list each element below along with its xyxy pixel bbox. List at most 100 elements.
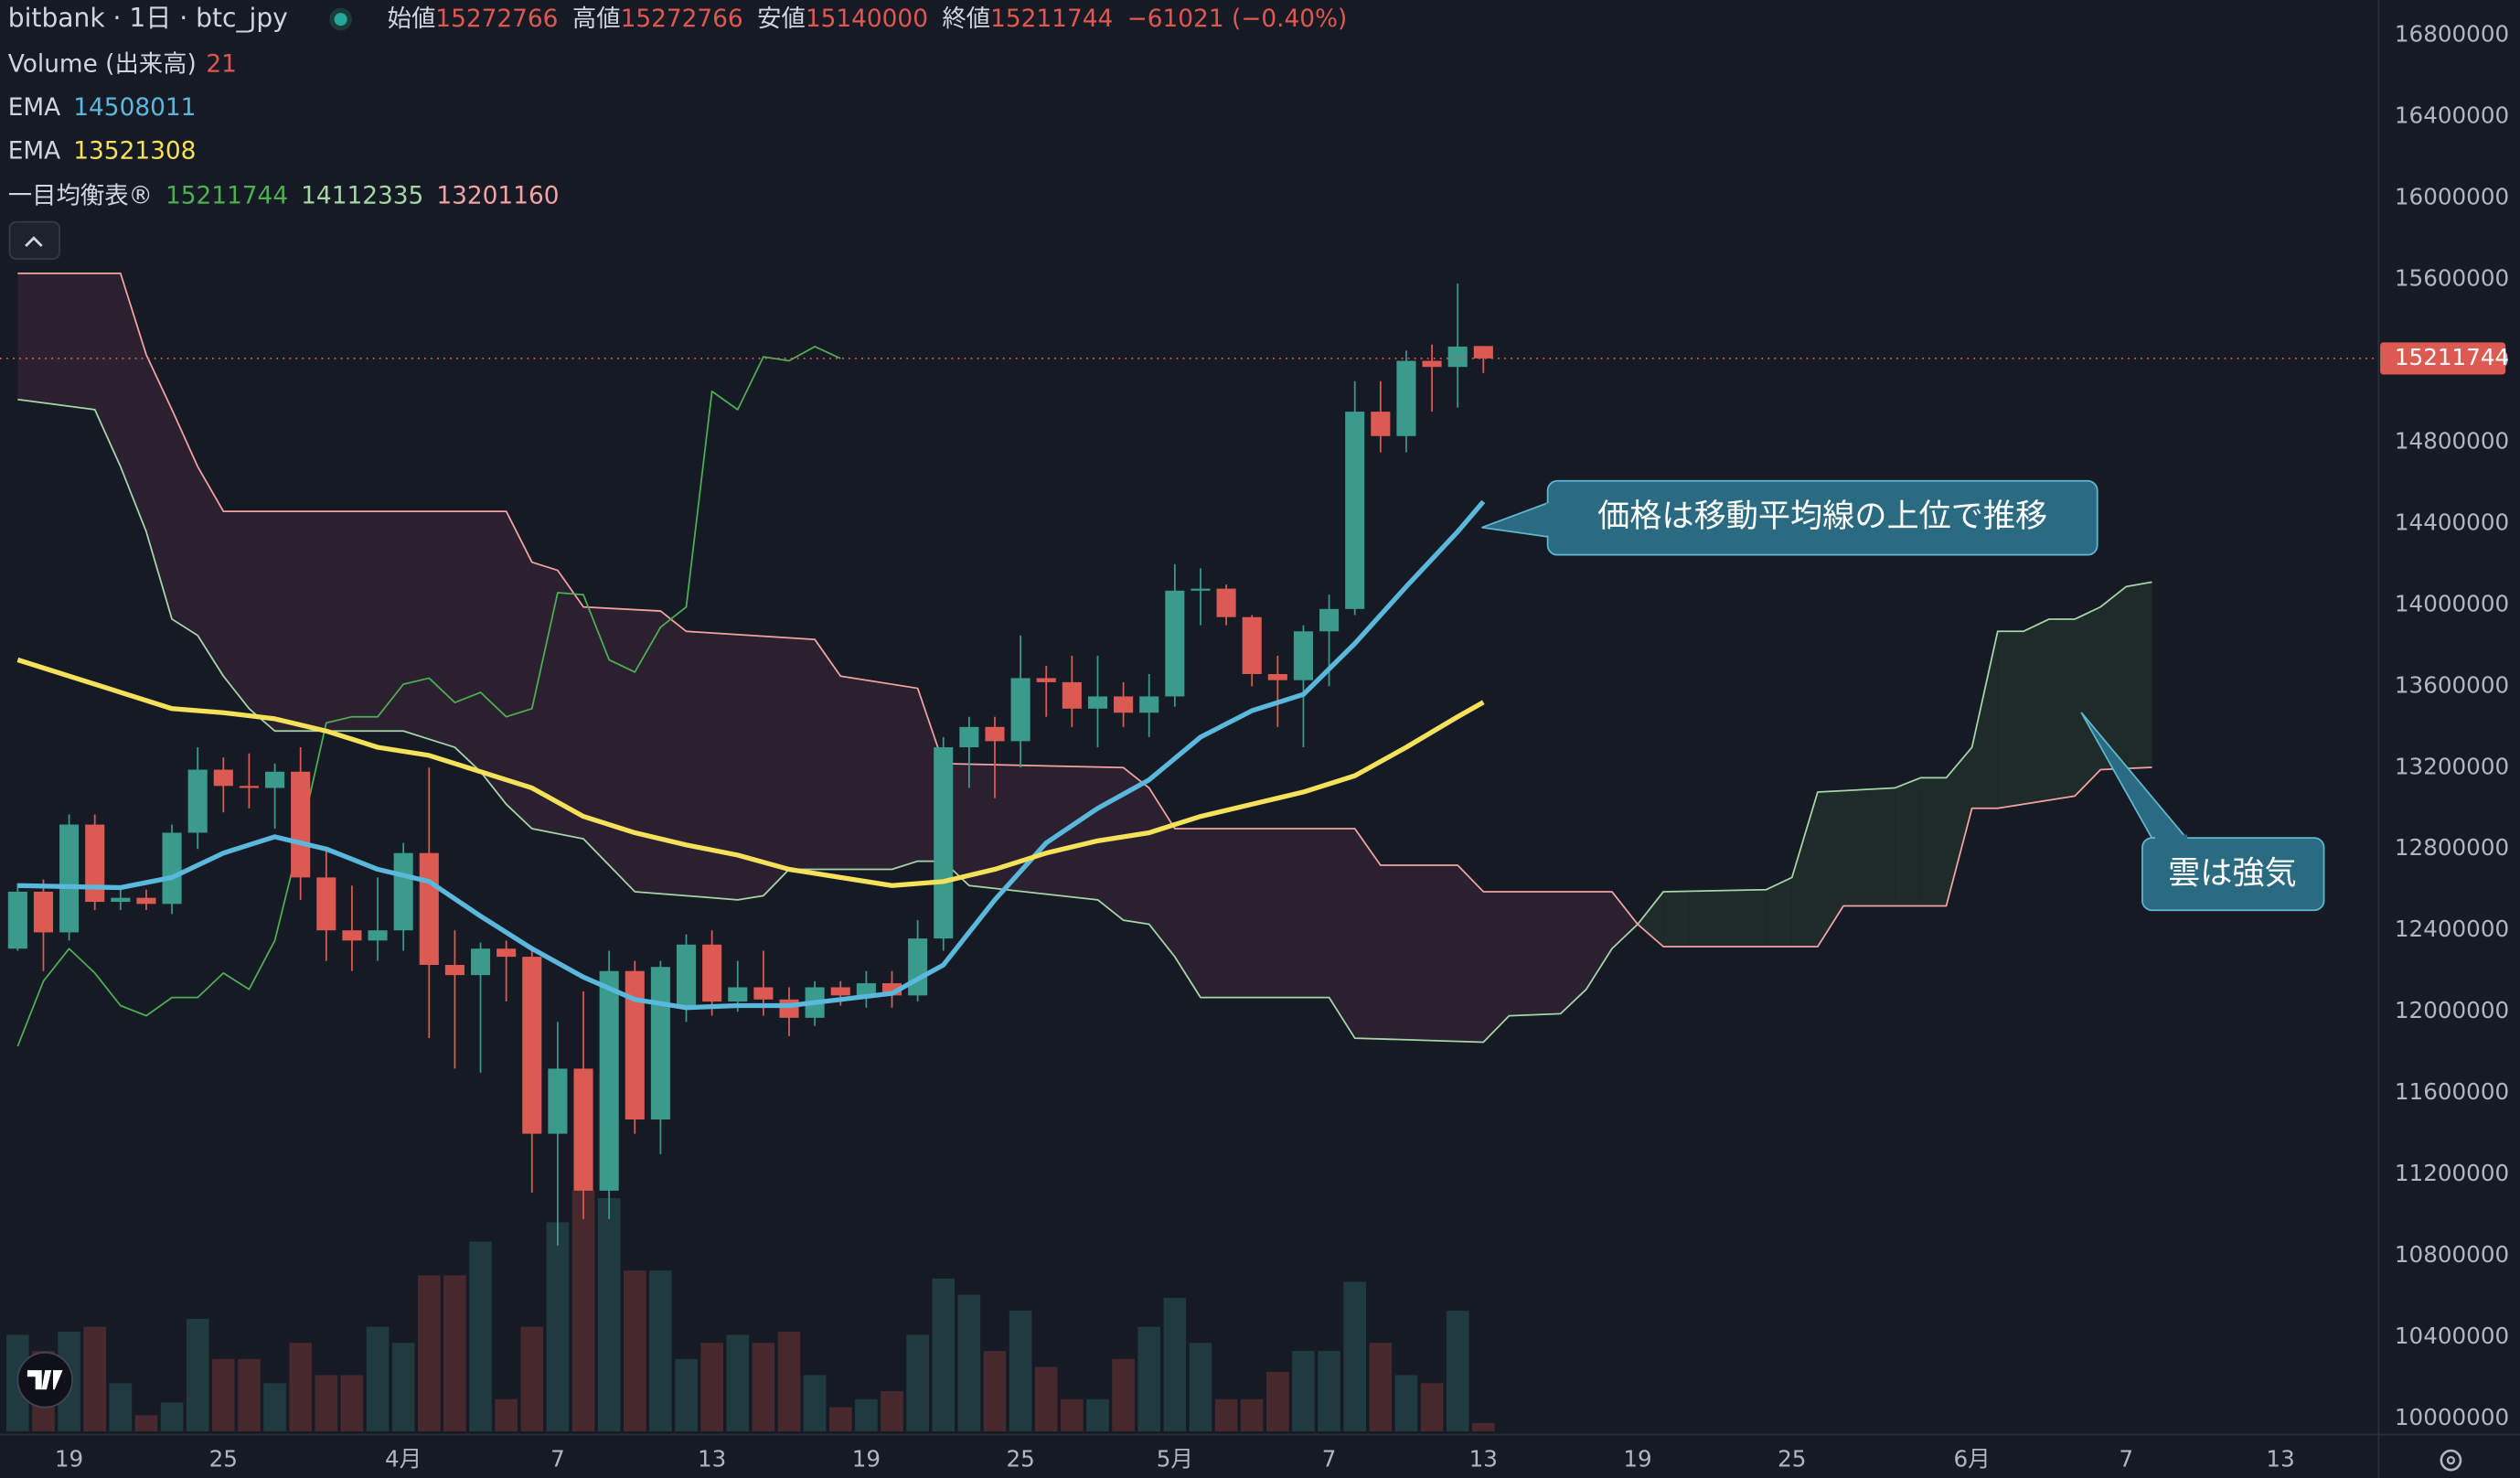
legend-ichimoku[interactable]: 一目均衡表® 15211744 14112335 13201160 xyxy=(8,182,560,209)
volume-bar xyxy=(957,1294,981,1432)
candle-body xyxy=(291,771,311,878)
volume-bar xyxy=(289,1343,312,1432)
tv-logo[interactable] xyxy=(16,1351,73,1408)
volume-bar xyxy=(1240,1398,1264,1432)
volume-bar xyxy=(1137,1326,1161,1432)
cloud-fill xyxy=(223,511,250,709)
cloud-fill xyxy=(1895,777,1921,906)
settings-icon[interactable] xyxy=(2440,1449,2462,1472)
cloud-fill xyxy=(531,562,558,834)
cloud-fill xyxy=(1277,829,1304,998)
cloud-fill xyxy=(1971,631,1998,809)
cloud-fill xyxy=(737,634,763,900)
cloud-fill xyxy=(660,611,687,896)
cloud-fill xyxy=(1123,767,1149,925)
candle-body xyxy=(1216,588,1236,617)
volume-bar xyxy=(186,1318,209,1432)
callout-join xyxy=(2155,834,2188,843)
cloud-fill xyxy=(120,273,146,532)
cloud-fill xyxy=(1997,631,2023,809)
volume-bar xyxy=(752,1343,775,1432)
y-tick-label: 12000000 xyxy=(2395,997,2509,1023)
ohlc-value: 15272766 xyxy=(435,5,558,33)
cloud-fill xyxy=(635,609,661,894)
cloud-fill xyxy=(198,466,224,677)
cloud-fill xyxy=(1252,829,1278,998)
y-tick-label: 14000000 xyxy=(2395,590,2509,616)
candle-body xyxy=(1447,346,1468,368)
cloud-fill xyxy=(43,273,69,407)
cloud-fill xyxy=(789,637,816,870)
volume-bar xyxy=(932,1278,956,1432)
y-tick-label: 12800000 xyxy=(2395,834,2509,861)
candle-body xyxy=(1396,360,1416,436)
cloud-fill xyxy=(763,636,790,896)
volume-bar xyxy=(1112,1358,1135,1432)
cloud-fill xyxy=(1817,790,1844,947)
volume-bar xyxy=(520,1326,544,1432)
cloud-fill xyxy=(1072,766,1098,900)
cloud-fill xyxy=(1509,891,1535,1016)
candle-body xyxy=(1191,588,1211,591)
volume-bar xyxy=(546,1222,570,1432)
candle-body xyxy=(676,944,697,1008)
volume-bar xyxy=(212,1358,235,1432)
cloud-fill xyxy=(1432,865,1458,1042)
candle-body xyxy=(1062,681,1082,709)
cloud-fill xyxy=(69,273,95,410)
volume-bar xyxy=(906,1334,929,1432)
ohlc-value: 15211744 xyxy=(990,5,1113,33)
ema-line xyxy=(17,499,1486,1011)
cloud-fill xyxy=(2049,618,2076,800)
x-tick-label: 5月 xyxy=(1157,1446,1193,1473)
collapse-icon xyxy=(25,236,43,248)
candle-body xyxy=(985,726,1005,742)
ohlc-value: 15272766 xyxy=(621,5,743,33)
candle-body xyxy=(728,987,748,1002)
cloud-fill xyxy=(840,676,867,870)
volume-bar xyxy=(495,1398,518,1432)
x-tick-label: 19 xyxy=(55,1446,83,1473)
volume-bar xyxy=(1292,1351,1315,1432)
legend-ema[interactable]: EMA 14508011 xyxy=(8,93,197,121)
x-tick-label: 4月 xyxy=(385,1446,422,1473)
cloud-fill xyxy=(1689,890,1715,947)
cloud-fill xyxy=(172,409,198,636)
legend-name: EMA xyxy=(8,137,60,165)
cloud-fill xyxy=(1020,765,1047,894)
cloud-fill xyxy=(1920,777,1947,906)
legend-name: Volume (出来高) xyxy=(8,50,197,78)
volume-bar xyxy=(983,1351,1007,1432)
collapse-button[interactable] xyxy=(8,220,60,260)
cloud-fill xyxy=(1663,891,1690,947)
volume-bar xyxy=(1446,1311,1469,1432)
candle-body xyxy=(7,891,27,949)
volume-bar xyxy=(1394,1375,1418,1432)
volume-bar xyxy=(315,1375,338,1432)
cloud-fill xyxy=(94,273,121,467)
candle-body xyxy=(239,786,259,788)
cloud-fill xyxy=(557,570,584,840)
cloud-fill xyxy=(1097,766,1124,921)
legend-ema[interactable]: EMA 13521308 xyxy=(8,137,197,165)
candle-body xyxy=(1267,673,1287,680)
candle-body xyxy=(187,769,208,833)
volume-bar xyxy=(1420,1383,1444,1432)
cloud-fill xyxy=(994,765,1021,892)
y-tick-label: 10800000 xyxy=(2395,1241,2509,1268)
y-tick-label: 16000000 xyxy=(2395,184,2509,210)
lead-line-a xyxy=(17,398,2152,1044)
cloud-fill xyxy=(609,608,635,892)
x-tick-label: 6月 xyxy=(1954,1446,1991,1473)
cloud-fill xyxy=(1405,865,1433,1041)
cloud-fill xyxy=(1740,889,1767,947)
volume-bar xyxy=(1061,1398,1084,1432)
cloud-fill xyxy=(1869,787,1895,906)
legend-volume[interactable]: Volume (出来高) 21 xyxy=(8,50,237,78)
lead-line-b xyxy=(17,273,2152,948)
volume-bar xyxy=(1086,1398,1109,1432)
last-price-label: 15211744 xyxy=(2395,344,2509,370)
candle-body xyxy=(856,983,876,996)
ema-line xyxy=(16,657,1485,888)
cloud-fill xyxy=(1380,865,1406,1040)
